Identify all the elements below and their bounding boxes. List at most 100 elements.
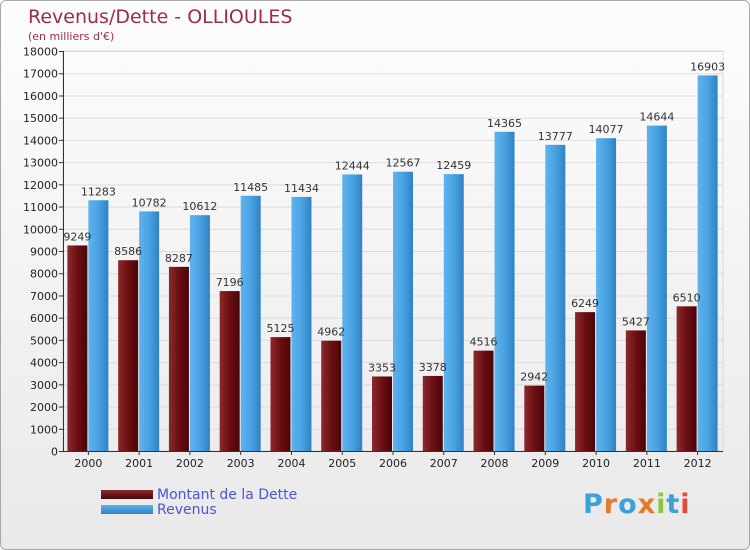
logo-letter: i (680, 489, 691, 520)
bar-revenus-2003 (240, 195, 261, 451)
y-axis: 0 1000 2000 3000 4000 5000 6000 7000 8000 9000 100… (23, 46, 64, 459)
logo-letter: P (583, 489, 604, 520)
bar-revenus-2005 (342, 174, 363, 451)
data-label-revenus-2011: 14644 (639, 111, 674, 124)
x-tick-label-2003: 2003 (227, 457, 255, 470)
data-label-dette-2012: 6510 (673, 291, 701, 304)
bar-revenus-2004 (291, 196, 312, 451)
chart-title: Revenus/Dette - OLLIOULES (28, 6, 293, 28)
x-tick-label-2009: 2009 (531, 457, 559, 470)
bar-dette-2004 (270, 337, 291, 451)
data-label-dette-2009: 2942 (520, 371, 548, 384)
data-label-revenus-2003: 11485 (233, 181, 268, 194)
bar-dette-2007 (422, 375, 443, 451)
x-tick-label-2012: 2012 (684, 457, 712, 470)
legend-label-debt: Montant de la Dette (157, 486, 298, 503)
data-label-dette-2007: 3378 (419, 361, 447, 374)
y-tick-label: 5000 (30, 334, 58, 347)
data-label-dette-2002: 8287 (165, 252, 193, 265)
y-tick-label: 6000 (30, 312, 58, 325)
legend-swatch-revenus (101, 505, 153, 514)
data-label-revenus-2002: 10612 (182, 200, 217, 213)
data-label-revenus-2000: 11283 (81, 185, 116, 198)
bar-dette-2008 (473, 350, 494, 451)
y-tick-label: 16000 (23, 90, 58, 103)
bar-dette-2011 (625, 330, 646, 451)
y-tick-label: 4000 (30, 357, 58, 370)
bar-revenus-2012 (697, 75, 718, 451)
bars: 9249 11283 8586 10782 8287 10612 7196 11485 5125… (63, 60, 725, 452)
bar-revenus-2001 (139, 211, 160, 451)
logo-letter: x (637, 489, 657, 520)
legend-swatch-debt (101, 490, 153, 499)
chart-subtitle: (en milliers d'€) (28, 30, 115, 43)
x-tick-label-2002: 2002 (176, 457, 204, 470)
data-label-dette-2006: 3353 (368, 361, 396, 374)
bar-dette-2009 (524, 385, 545, 451)
y-tick-label: 8000 (30, 268, 58, 281)
bar-revenus-2002 (189, 215, 210, 451)
proxiti-logo: Proxiti (583, 489, 691, 520)
x-tick-label-2006: 2006 (379, 457, 407, 470)
bar-revenus-2010 (596, 138, 617, 451)
x-tick-label-2008: 2008 (481, 457, 509, 470)
data-label-revenus-2007: 12459 (436, 159, 471, 172)
legend-label-revenus: Revenus (157, 501, 217, 518)
bar-revenus-2009 (545, 144, 566, 451)
data-label-dette-2010: 6249 (571, 297, 599, 310)
y-tick-label: 12000 (23, 179, 58, 192)
logo-letter: o (618, 489, 638, 520)
data-label-revenus-2001: 10782 (132, 196, 167, 209)
data-label-dette-2005: 4962 (317, 326, 345, 339)
legend-item-debt: Montant de la Dette (101, 486, 298, 503)
data-label-dette-2008: 4516 (470, 336, 498, 349)
y-tick-label: 17000 (23, 68, 58, 81)
y-tick-label: 0 (51, 446, 58, 459)
y-tick-label: 13000 (23, 157, 58, 170)
y-tick-label: 2000 (30, 401, 58, 414)
x-tick-label-2001: 2001 (125, 457, 153, 470)
data-label-dette-2000: 9249 (63, 230, 91, 243)
x-tick-label-2000: 2000 (74, 457, 102, 470)
data-label-revenus-2006: 12567 (386, 157, 421, 170)
data-label-dette-2003: 7196 (216, 276, 244, 289)
data-label-revenus-2010: 14077 (589, 123, 624, 136)
x-tick-label-2010: 2010 (582, 457, 610, 470)
bar-dette-2012 (676, 306, 697, 451)
x-axis: 2000 2001 2002 2003 2004 2005 2006 2007 2008 2009… (63, 451, 723, 470)
y-tick-label: 11000 (23, 201, 58, 214)
legend-item-revenus: Revenus (101, 501, 297, 518)
data-label-dette-2001: 8586 (114, 245, 142, 258)
y-tick-label: 3000 (30, 379, 58, 392)
logo-letter: i (656, 489, 667, 520)
legend: Montant de la Dette Revenus (101, 486, 298, 518)
x-tick-label-2011: 2011 (633, 457, 661, 470)
x-tick-label-2004: 2004 (277, 457, 305, 470)
y-tick-label: 1000 (30, 423, 58, 436)
bar-revenus-2000 (88, 200, 109, 451)
bar-dette-2005 (321, 340, 342, 451)
data-label-revenus-2009: 13777 (538, 130, 573, 143)
bar-dette-2000 (67, 245, 88, 451)
bar-revenus-2011 (646, 125, 667, 452)
bar-dette-2010 (575, 312, 596, 451)
data-label-dette-2004: 5125 (266, 322, 294, 335)
bar-dette-2006 (372, 376, 392, 451)
data-label-revenus-2012: 16903 (690, 60, 725, 73)
data-label-revenus-2008: 14365 (487, 117, 522, 130)
bar-dette-2001 (118, 260, 139, 451)
y-tick-label: 7000 (30, 290, 58, 303)
y-tick-label: 15000 (23, 112, 58, 125)
logo-letter: t (666, 489, 681, 520)
logo-letter: r (603, 489, 619, 520)
y-tick-label: 18000 (23, 46, 58, 59)
data-label-revenus-2005: 12444 (335, 159, 370, 172)
y-tick-label: 9000 (30, 246, 58, 259)
x-tick-label-2007: 2007 (430, 457, 458, 470)
bar-dette-2002 (168, 266, 189, 451)
bar-revenus-2006 (393, 171, 413, 451)
x-tick-label-2005: 2005 (328, 457, 356, 470)
bar-revenus-2007 (443, 174, 464, 451)
